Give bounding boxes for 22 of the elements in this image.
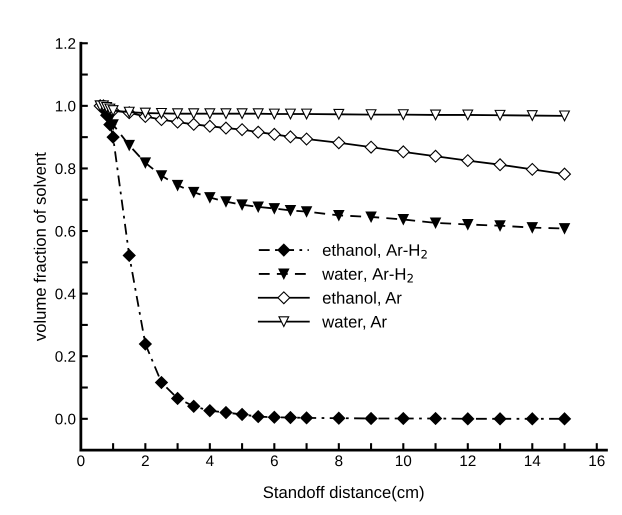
y-tick-label: 0.6 xyxy=(55,226,76,237)
y-tick-label: 1.0 xyxy=(56,100,76,112)
legend-label: water, Ar-H$_{2}$ xyxy=(322,268,413,282)
y-tick-label: 0.2 xyxy=(55,351,76,362)
legend-label: ethanol, Ar-H$_{2}$ xyxy=(322,244,427,259)
y-tick-label: 0.8 xyxy=(55,163,76,174)
y-tick-label: 0.4 xyxy=(55,288,76,300)
x-tick-label: 4 xyxy=(206,456,214,466)
y-axis-title: volume fraction of solvent xyxy=(34,152,46,342)
legend-label: ethanol, Ar xyxy=(322,292,402,306)
x-axis-title: Standoff distance(cm) xyxy=(264,486,424,502)
legend-label: water, Ar xyxy=(322,316,387,330)
y-tick-label: 0.0 xyxy=(55,414,76,424)
x-tick-label: 10 xyxy=(396,455,412,466)
x-tick-label: 6 xyxy=(270,455,278,466)
x-tick-label: 8 xyxy=(335,455,342,466)
x-tick-label: 14 xyxy=(524,456,540,466)
y-tick-label: 1.2 xyxy=(56,38,76,49)
x-tick-label: 0 xyxy=(77,455,85,466)
x-tick-label: 16 xyxy=(589,455,605,466)
x-tick-label: 12 xyxy=(460,455,476,466)
x-tick-label: 2 xyxy=(142,455,149,466)
